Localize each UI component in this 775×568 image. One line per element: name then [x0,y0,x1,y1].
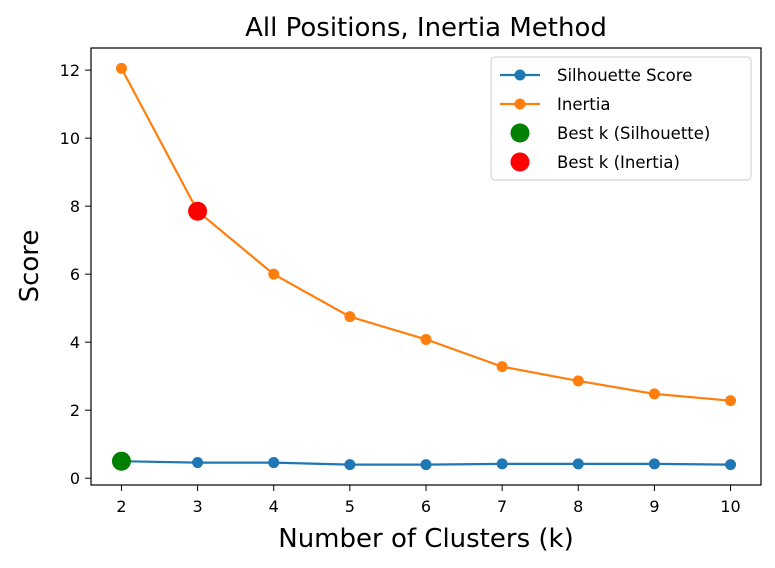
series-1-point [420,333,432,345]
plot-area [111,62,737,471]
series-0-point [192,457,204,469]
y-tick-label: 12 [60,61,80,80]
x-axis: 2 3 4 5 6 7 8 9 10 [116,485,741,516]
series-1-point [648,388,660,400]
y-tick-label: 0 [70,469,80,488]
series-0-point [268,457,280,469]
series-0-point [420,459,432,471]
legend: Silhouette Score Inertia Best k (Silhouett… [490,56,752,181]
series-1-point [572,375,584,387]
x-tick-label: 4 [269,497,279,516]
series-1-point [344,311,356,323]
x-tick-label: 8 [573,497,583,516]
y-tick-label: 6 [70,265,80,284]
best-k-marker-1 [188,201,208,221]
x-tick-label: 6 [421,497,431,516]
y-tick-label: 8 [70,197,80,216]
legend-marker [514,98,526,110]
legend-dot-swatch [510,123,530,143]
x-tick-label: 9 [649,497,659,516]
x-tick-label: 10 [720,497,740,516]
x-tick-label: 2 [116,497,126,516]
series-1-point [115,62,127,74]
series-0-point [496,458,508,470]
x-tick-label: 7 [497,497,507,516]
x-axis-label: Number of Clusters (k) [278,524,573,554]
y-axis-label: Score [15,230,45,303]
best-k-marker-0 [111,451,131,471]
legend-label: Inertia [557,95,610,114]
y-axis: 0 2 4 6 8 10 12 [60,61,91,488]
legend-label: Best k (Silhouette) [557,124,710,143]
x-tick-label: 5 [345,497,355,516]
x-tick-label: 3 [192,497,202,516]
series-0-point [725,459,737,471]
legend-marker [514,69,526,81]
series-1-point [496,361,508,373]
y-tick-label: 2 [70,401,80,420]
legend-label: Silhouette Score [557,66,692,85]
legend-dot-swatch [510,152,530,172]
y-tick-label: 10 [60,129,80,148]
series-0-point [648,458,660,470]
series-0-point [344,459,356,471]
legend-box [490,56,752,181]
legend-label: Best k (Inertia) [557,153,680,172]
series-1-point [268,268,280,280]
series-1-point [725,395,737,407]
y-tick-label: 4 [70,333,80,352]
chart-title: All Positions, Inertia Method [245,13,607,43]
series-0-point [572,458,584,470]
